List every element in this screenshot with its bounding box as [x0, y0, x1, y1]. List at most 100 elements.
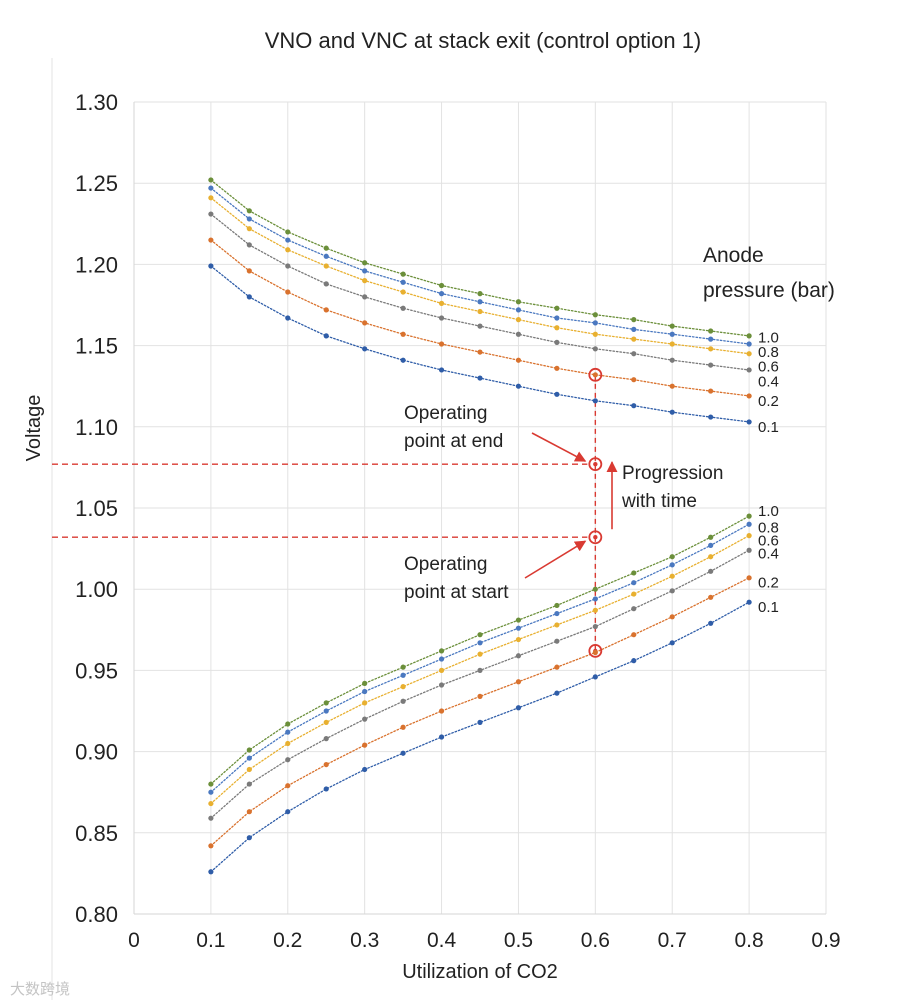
- data-point: [285, 740, 291, 747]
- data-point: [438, 315, 445, 321]
- data-point: [362, 346, 368, 352]
- data-point: [323, 700, 329, 706]
- legend-title: Anode pressure (bar): [703, 244, 835, 302]
- data-point: [438, 282, 445, 289]
- data-point: [631, 591, 637, 597]
- y-tick-label: 0.95: [75, 658, 118, 683]
- data-point: [477, 323, 483, 329]
- y-tick-label: 1.15: [75, 334, 118, 359]
- marked-point-ring: [588, 644, 603, 658]
- x-axis-label: Utilization of CO2: [402, 961, 558, 983]
- data-point: [592, 649, 598, 656]
- data-point: [669, 323, 675, 329]
- data-point: [438, 341, 445, 347]
- data-point: [669, 640, 675, 646]
- data-point: [515, 299, 522, 305]
- data-point: [362, 716, 368, 722]
- data-point: [708, 568, 714, 574]
- data-point: [323, 281, 329, 287]
- data-point: [285, 721, 291, 727]
- data-point: [477, 291, 483, 297]
- data-point: [477, 349, 483, 355]
- x-tick-label: 0: [128, 929, 140, 952]
- data-point: [592, 372, 598, 378]
- start-point-arrow: [524, 540, 587, 579]
- data-point: [323, 245, 329, 251]
- data-point: [631, 317, 637, 323]
- data-point: [631, 570, 637, 576]
- x-tick-label: 0.6: [581, 929, 610, 952]
- data-point: [208, 869, 214, 875]
- data-point: [246, 809, 252, 815]
- data-point: [515, 383, 522, 389]
- data-point: [554, 690, 560, 696]
- data-point: [554, 315, 560, 321]
- data-point: [669, 383, 675, 389]
- data-point: [438, 682, 445, 688]
- series-label: 0.4: [758, 545, 779, 562]
- data-point: [323, 761, 329, 768]
- x-tick-label: 0.8: [735, 929, 764, 952]
- data-point: [246, 747, 252, 753]
- y-tick-label: 0.80: [75, 902, 118, 927]
- legend-title-line-1: Anode: [703, 244, 764, 267]
- series-label: 0.2: [758, 393, 779, 410]
- data-point: [246, 294, 252, 300]
- marked-point-dot: [593, 461, 598, 467]
- data-point: [592, 312, 598, 318]
- data-point: [592, 607, 598, 613]
- data-point: [477, 308, 483, 315]
- data-point: [208, 211, 214, 217]
- marked-point-ring: [588, 367, 603, 382]
- data-point: [362, 268, 368, 274]
- data-point: [515, 617, 522, 623]
- data-point: [631, 351, 637, 357]
- data-point: [592, 331, 598, 337]
- data-point: [631, 403, 637, 409]
- data-point: [438, 291, 445, 297]
- data-point: [554, 602, 560, 609]
- data-point: [631, 326, 637, 332]
- data-point: [515, 705, 522, 711]
- data-point: [554, 610, 560, 617]
- data-point: [708, 534, 714, 540]
- marked-point-ring: [588, 457, 603, 472]
- data-point: [323, 708, 329, 714]
- series-label: 1.0: [758, 329, 779, 346]
- data-point: [592, 346, 598, 352]
- data-point: [515, 679, 522, 685]
- data-point: [400, 357, 406, 363]
- annotations: [52, 367, 618, 658]
- data-point: [554, 391, 560, 397]
- data-point: [477, 719, 483, 725]
- data-point: [323, 736, 329, 742]
- data-point: [400, 724, 406, 730]
- end-point-label: Operating point at end: [404, 403, 503, 452]
- data-point: [400, 750, 406, 756]
- data-point: [708, 346, 714, 352]
- watermark: 大数跨境: [10, 981, 71, 998]
- data-point: [246, 835, 252, 841]
- data-point: [631, 377, 637, 383]
- data-point: [669, 357, 675, 363]
- data-point: [592, 596, 598, 602]
- data-point: [477, 640, 483, 646]
- data-point: [400, 271, 406, 277]
- data-point: [362, 680, 368, 686]
- progression-label-line-2: with time: [621, 491, 697, 512]
- data-point: [400, 684, 406, 690]
- series-label: 0.1: [758, 419, 779, 436]
- series-label: 0.4: [758, 373, 779, 390]
- x-tick-label: 0.5: [504, 929, 533, 952]
- data-point: [477, 632, 483, 638]
- data-point: [708, 362, 714, 368]
- series-label: 0.2: [758, 575, 779, 592]
- series-label: 1.0: [758, 503, 779, 520]
- data-point: [631, 658, 637, 664]
- data-point: [631, 606, 637, 612]
- end-point-label-line-1: Operating: [404, 403, 487, 424]
- x-tick-label: 0.7: [658, 929, 687, 952]
- end-point-arrow: [531, 432, 587, 462]
- data-point: [708, 594, 714, 600]
- data-point: [438, 656, 445, 662]
